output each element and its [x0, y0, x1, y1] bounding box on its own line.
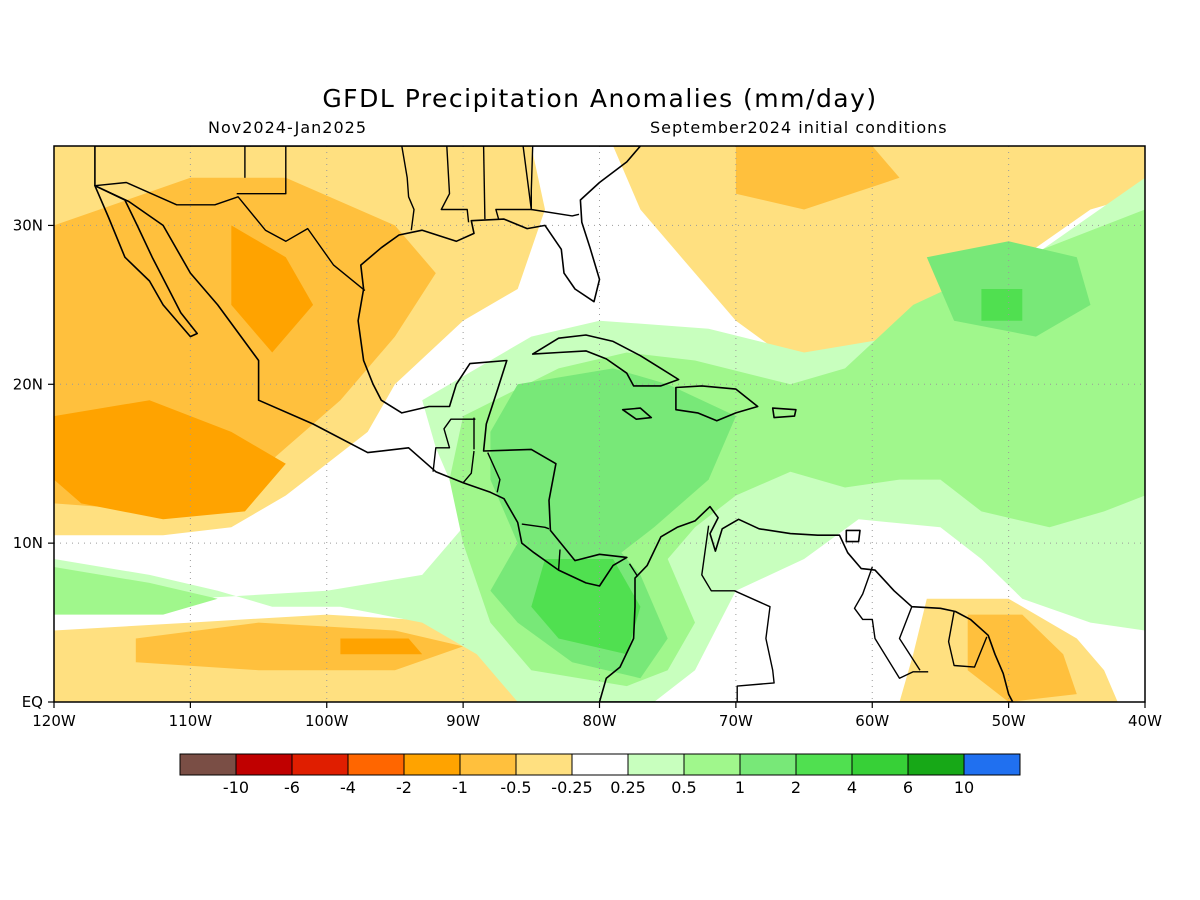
colorbar-swatch-10 — [739, 753, 797, 776]
colorbar-swatch-2 — [291, 753, 349, 776]
initial-conditions: September2024 initial conditions — [650, 118, 948, 137]
border-line-6 — [557, 549, 561, 571]
colorbar-swatch-1 — [235, 753, 293, 776]
chart-title: GFDL Precipitation Anomalies (mm/day) — [322, 84, 878, 113]
border-line-15 — [440, 146, 470, 223]
border-line-9 — [853, 566, 929, 679]
border-line-11 — [947, 611, 988, 668]
colorbar-swatch-9 — [683, 753, 741, 776]
border-line-5 — [521, 523, 550, 530]
colorbar-label-5: -0.5 — [500, 778, 531, 797]
border-line-4 — [487, 452, 501, 493]
colorbar-label-12: 6 — [903, 778, 913, 797]
lon-tick-label-2: 100W — [305, 712, 349, 730]
land-puerto-rico — [771, 407, 797, 419]
colorbar-swatch-7 — [571, 753, 629, 776]
border-line-17 — [495, 146, 532, 220]
lon-tick-label-3: 90W — [446, 712, 480, 730]
colorbar-swatch-3 — [347, 753, 405, 776]
lon-tick-label-5: 70W — [719, 712, 753, 730]
colorbar-swatch-11 — [795, 753, 853, 776]
land-mexico-central-america — [94, 146, 642, 587]
colorbar-label-2: -4 — [340, 778, 356, 797]
land-jamaica — [621, 407, 653, 421]
border-line-16 — [482, 146, 486, 220]
anomaly-region-11 — [340, 638, 423, 655]
lon-tick-label-4: 80W — [583, 712, 617, 730]
border-line-14 — [401, 146, 415, 231]
colorbar-swatch-6 — [515, 753, 573, 776]
lon-tick-label-1: 110W — [169, 712, 213, 730]
colorbar-label-7: 0.25 — [610, 778, 646, 797]
land-hispaniola — [675, 385, 759, 422]
colorbar: -10 -6 -4 -2 -1 -0.5 -0.25 0.25 0.5 1 2 4 6 10 — [179, 753, 1021, 797]
colorbar-label-13: 10 — [954, 778, 974, 797]
anomaly-region-1 — [613, 146, 1145, 361]
border-line-1 — [432, 418, 476, 472]
border-line-0 — [94, 181, 366, 292]
colorbar-label-6: -0.25 — [551, 778, 592, 797]
land-trinidad — [845, 529, 861, 543]
colorbar-label-0: -10 — [223, 778, 249, 797]
colorbar-swatch-12 — [851, 753, 909, 776]
lat-tick-label-3: 30N — [13, 216, 43, 234]
lon-tick-label-8: 40W — [1128, 712, 1162, 730]
border-line-13 — [236, 146, 287, 195]
anomaly-region-19 — [981, 289, 1023, 321]
border-line-10 — [898, 606, 921, 671]
land-baja-california — [94, 184, 198, 338]
coastline-layer — [94, 146, 1014, 702]
anomaly-region-17 — [926, 241, 1091, 337]
colorbar-label-11: 4 — [847, 778, 857, 797]
colorbar-label-10: 2 — [791, 778, 801, 797]
colorbar-swatch-8 — [627, 753, 685, 776]
axis-layer: 120W 110W 100W 90W 80W 70W 60W 50W 40W EQ 10N 20N 30… — [13, 216, 1162, 730]
colorbar-label-4: -1 — [452, 778, 468, 797]
lon-tick-label-6: 60W — [855, 712, 889, 730]
border-line-7 — [628, 563, 639, 577]
border-line-18 — [530, 146, 580, 217]
anomaly-region-10 — [231, 225, 314, 353]
anomaly-region-15 — [490, 368, 736, 575]
lat-tick-label-1: 10N — [13, 534, 43, 552]
anomaly-region-9 — [54, 400, 286, 520]
border-line-8 — [701, 525, 775, 702]
colorbar-swatch-14 — [963, 753, 1021, 776]
anomaly-region-5 — [735, 146, 900, 210]
colorbar-label-8: 0.5 — [671, 778, 696, 797]
colorbar-label-3: -2 — [396, 778, 412, 797]
lon-tick-label-7: 50W — [992, 712, 1026, 730]
anomaly-region-18 — [531, 559, 641, 655]
land-south-america — [598, 505, 1014, 702]
border-line-3 — [462, 450, 475, 484]
colorbar-label-1: -6 — [284, 778, 300, 797]
anomaly-region-8 — [967, 614, 1077, 702]
anomaly-region-6 — [135, 622, 464, 671]
colorbar-swatch-4 — [403, 753, 461, 776]
lat-tick-label-0: EQ — [22, 693, 43, 711]
forecast-period: Nov2024-Jan2025 — [208, 118, 367, 137]
anomaly-region-14 — [54, 567, 218, 615]
lat-tick-label-2: 20N — [13, 375, 43, 393]
colorbar-swatch-5 — [459, 753, 517, 776]
land-cuba — [531, 334, 680, 387]
lon-tick-label-0: 120W — [32, 712, 76, 730]
colorbar-swatch-13 — [907, 753, 965, 776]
colorbar-swatch-0 — [179, 753, 237, 776]
colorbar-label-9: 1 — [735, 778, 745, 797]
